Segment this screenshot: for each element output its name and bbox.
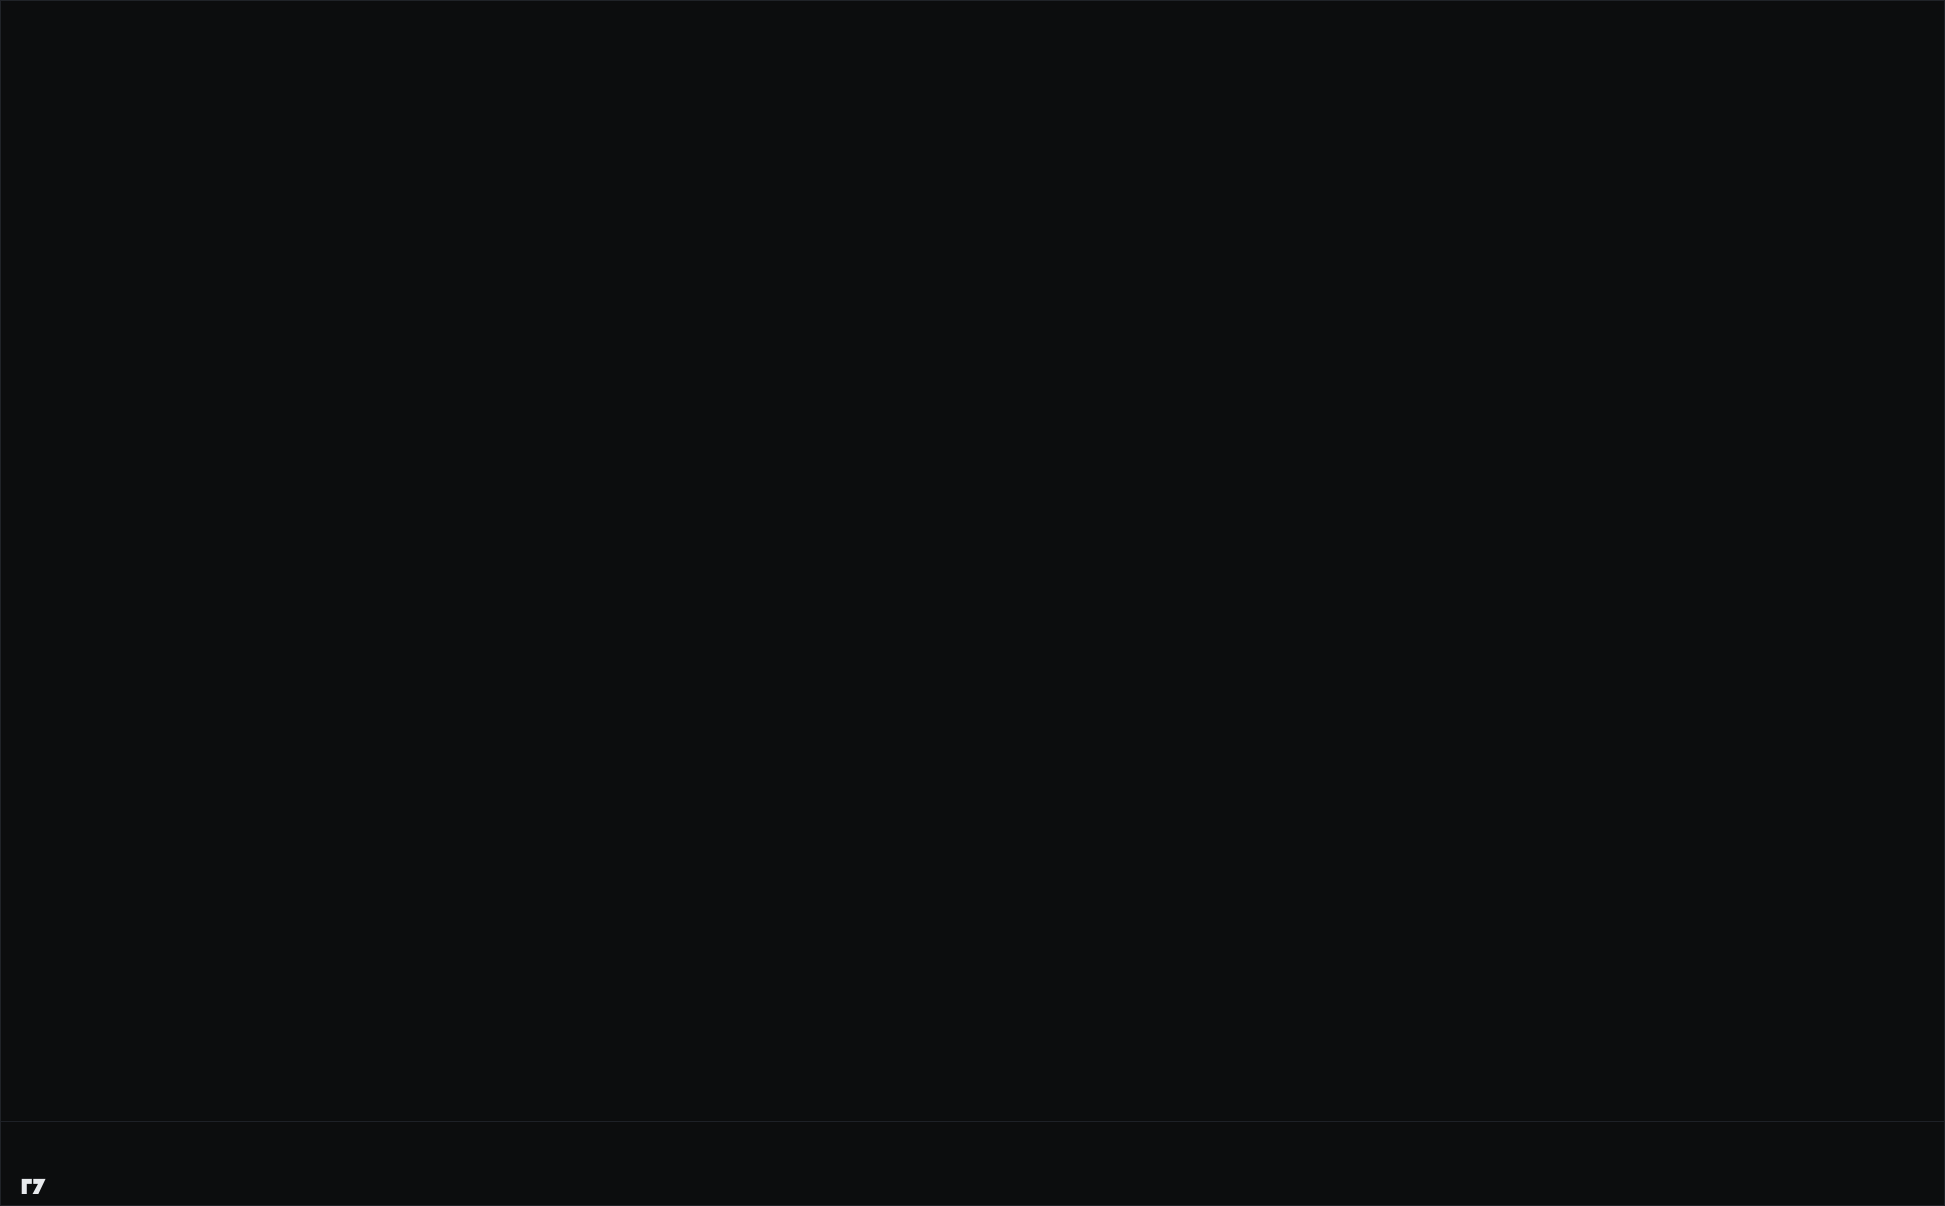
price-scale[interactable] bbox=[1853, 1, 1944, 1121]
time-scale[interactable] bbox=[1, 1121, 1944, 1168]
chart-canvas[interactable] bbox=[1, 1, 1944, 1121]
tradingview-logo-icon[interactable] bbox=[21, 1178, 47, 1197]
attribution-bar bbox=[1, 1167, 1944, 1205]
